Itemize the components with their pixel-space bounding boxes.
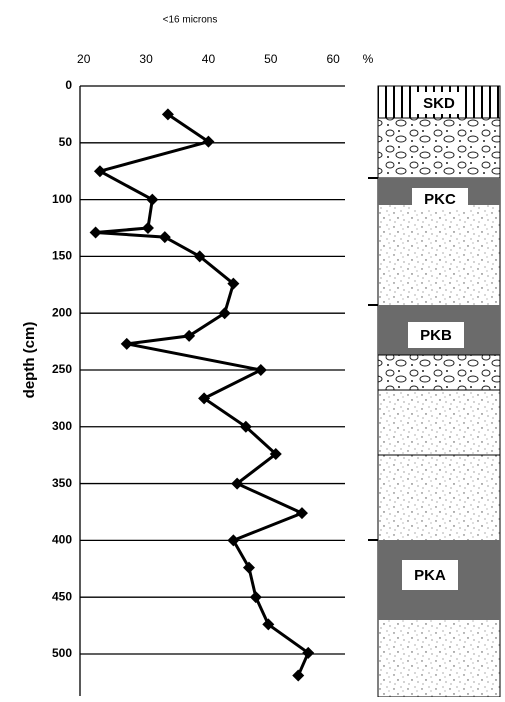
marker bbox=[141, 221, 154, 234]
x-tick-label: 60 bbox=[326, 52, 340, 66]
x-tick-label: 40 bbox=[202, 52, 216, 66]
marker bbox=[239, 420, 252, 433]
marker bbox=[198, 392, 211, 405]
marker bbox=[227, 277, 240, 290]
marker bbox=[295, 507, 308, 520]
marker bbox=[146, 193, 159, 206]
marker bbox=[231, 477, 244, 490]
y-axis-label: depth (cm) bbox=[21, 322, 38, 399]
y-tick-label: 200 bbox=[52, 305, 72, 319]
marker bbox=[93, 165, 106, 178]
x-tick-label: 30 bbox=[139, 52, 153, 66]
y-tick-label: 400 bbox=[52, 533, 72, 547]
marker bbox=[227, 534, 240, 547]
x-axis-label: % bbox=[363, 52, 374, 66]
marker bbox=[89, 226, 102, 239]
y-tick-label: 300 bbox=[52, 419, 72, 433]
marker bbox=[262, 618, 275, 631]
marker bbox=[161, 108, 174, 121]
marker bbox=[218, 307, 231, 320]
marker bbox=[183, 329, 196, 342]
y-tick-label: 150 bbox=[52, 249, 72, 263]
y-tick-label: 0 bbox=[65, 78, 72, 92]
y-tick-label: 500 bbox=[52, 646, 72, 660]
y-tick-label: 450 bbox=[52, 589, 72, 603]
layer-label: PKA bbox=[414, 567, 446, 584]
layer-label: PKB bbox=[420, 327, 452, 344]
marker bbox=[302, 646, 315, 659]
y-tick-label: 350 bbox=[52, 476, 72, 490]
layer-label: SKD bbox=[423, 95, 455, 112]
y-tick-label: 50 bbox=[59, 135, 73, 149]
y-tick-label: 100 bbox=[52, 192, 72, 206]
strat-column: SKD PKC PKB PKA bbox=[368, 85, 501, 698]
chart-title: <16 microns bbox=[163, 15, 218, 26]
marker bbox=[269, 448, 282, 461]
marker bbox=[254, 363, 267, 376]
x-tick-label: 50 bbox=[264, 52, 278, 66]
marker bbox=[242, 561, 255, 574]
marker bbox=[120, 337, 133, 350]
x-tick-label: 20 bbox=[77, 52, 91, 66]
y-tick-label: 250 bbox=[52, 362, 72, 376]
layer-label: PKC bbox=[424, 191, 456, 208]
marker bbox=[158, 231, 171, 244]
marker bbox=[249, 591, 262, 604]
marker bbox=[193, 250, 206, 263]
marker bbox=[292, 669, 305, 682]
marker bbox=[202, 135, 215, 148]
